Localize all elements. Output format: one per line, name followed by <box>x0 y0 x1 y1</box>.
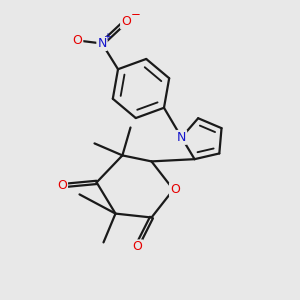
Text: O: O <box>133 240 142 254</box>
Text: +: + <box>103 32 111 42</box>
Text: O: O <box>170 183 180 196</box>
Text: O: O <box>121 15 131 28</box>
Text: N: N <box>177 131 186 144</box>
Text: O: O <box>73 34 82 47</box>
Text: −: − <box>131 8 141 21</box>
Text: N: N <box>97 37 107 50</box>
Text: O: O <box>57 179 67 192</box>
